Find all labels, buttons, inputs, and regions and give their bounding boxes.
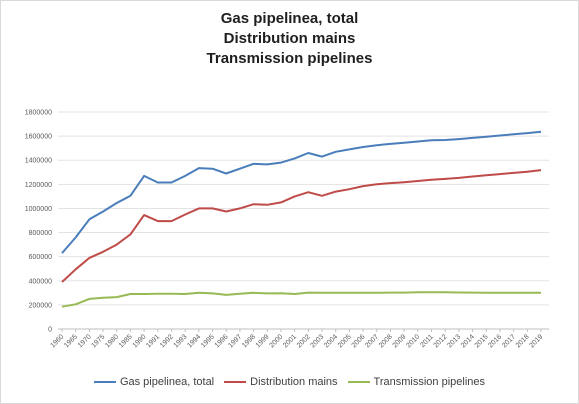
x-tick-label: 1960: [49, 333, 65, 349]
y-tick-label: 800000: [29, 230, 52, 237]
x-tick-label: 1997: [227, 333, 243, 349]
x-tick-label: 1990: [132, 333, 148, 349]
x-tick-label: 1993: [173, 333, 189, 349]
x-tick-label: 1985: [118, 333, 134, 349]
y-tick-label: 1400000: [25, 158, 52, 165]
x-tick-label: 2015: [474, 333, 490, 349]
x-tick-label: 1970: [77, 333, 93, 349]
x-tick-label: 2001: [282, 333, 298, 349]
x-tick-label: 2007: [364, 333, 380, 349]
x-tick-label: 1991: [145, 333, 161, 349]
x-tick-label: 2012: [433, 333, 449, 349]
legend-label: Gas pipelinea, total: [119, 376, 215, 388]
x-tick-label: 2009: [392, 333, 408, 349]
x-tick-label: 2014: [460, 333, 476, 349]
x-tick-label: 2004: [323, 333, 339, 349]
y-tick-label: 600000: [29, 254, 52, 261]
x-tick-label: 1999: [255, 333, 271, 349]
legend-item-1: Distribution mains: [224, 376, 338, 388]
x-tick-label: 2006: [351, 333, 367, 349]
legend-label: Distribution mains: [250, 376, 338, 388]
x-tick-label: 2019: [528, 333, 544, 349]
chart-legend: Gas pipelinea, total Distribution mains Tr…: [0, 376, 579, 388]
chart-title-line-3: Transmission pipelines: [206, 50, 373, 67]
x-tick-label: 1994: [186, 333, 202, 349]
x-tick-label: 1975: [91, 333, 107, 349]
x-tick-label: 2002: [296, 333, 312, 349]
x-tick-label: 2005: [337, 333, 353, 349]
x-tick-label: 2008: [378, 333, 394, 349]
x-tick-label: 1995: [200, 333, 216, 349]
legend-swatch: [347, 381, 370, 383]
legend-swatch: [224, 381, 247, 383]
x-tick-label: 2000: [268, 333, 284, 349]
series-line-2: [61, 291, 541, 308]
y-tick-label: 1200000: [25, 182, 52, 189]
chart-title-line-1: Gas pipelinea, total: [220, 10, 359, 27]
x-tick-label: 1998: [241, 333, 257, 349]
x-tick-label: 1992: [159, 333, 175, 349]
series-line-0: [61, 130, 542, 254]
x-tick-label: 2011: [419, 333, 435, 349]
y-tick-label: 1600000: [25, 134, 52, 141]
legend-item-0: Gas pipelinea, total: [93, 376, 215, 388]
legend-label: Transmission pipelines: [373, 376, 486, 388]
series-line-1: [61, 169, 542, 283]
y-tick-label: 1000000: [25, 206, 52, 213]
legend-item-2: Transmission pipelines: [347, 376, 486, 388]
x-tick-label: 1996: [214, 333, 230, 349]
y-tick-label: 1800000: [25, 110, 52, 117]
x-tick-label: 2013: [446, 333, 462, 349]
chart-title-line-2: Distribution mains: [223, 30, 356, 47]
x-tick-label: 2017: [501, 333, 517, 349]
x-tick-label: 1980: [104, 333, 120, 349]
x-tick-label: 2016: [487, 333, 503, 349]
x-tick-label: 2003: [309, 333, 325, 349]
y-tick-label: 400000: [29, 278, 52, 285]
x-tick-label: 1965: [63, 333, 79, 349]
y-tick-label: 0: [48, 327, 52, 334]
legend-swatch: [93, 381, 116, 383]
y-tick-label: 200000: [29, 302, 52, 309]
x-tick-label: 2018: [515, 333, 531, 349]
x-tick-label: 2010: [405, 333, 421, 349]
